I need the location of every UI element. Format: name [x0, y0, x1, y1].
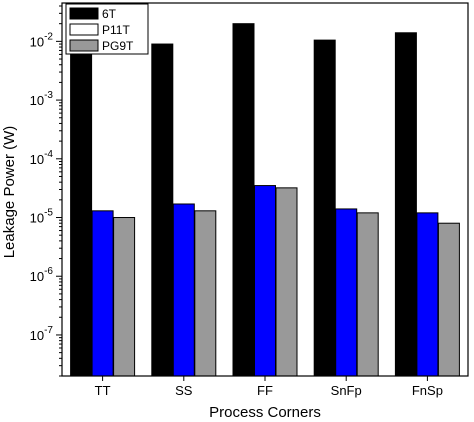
bar-pg9t-ss	[194, 210, 217, 377]
y-axis: 10-7 10-6 10-5 10-4 10-3 10-2	[30, 5, 62, 377]
bar-pg9t-fnsp	[437, 222, 460, 377]
x-tick-label-fnsp: FnSp	[412, 383, 443, 398]
y-tick-label: 10-7	[30, 325, 54, 343]
x-tick-label-snfp: SnFp	[331, 383, 362, 398]
bar-pg9t-snfp	[356, 212, 379, 377]
bar-6t-snfp	[313, 39, 336, 377]
legend: 6T P11T PG9T	[65, 3, 149, 55]
x-axis-title: Process Corners	[209, 404, 321, 421]
legend-label-pg9t: PG9T	[102, 39, 134, 53]
legend-swatch-p11t	[69, 23, 99, 36]
x-tick-label-ff: FF	[257, 383, 273, 398]
bar-6t-ff	[232, 23, 255, 377]
y-tick-label: 10-2	[30, 31, 54, 49]
y-tick-label: 10-4	[30, 149, 54, 167]
bar-6t-fnsp	[394, 32, 417, 377]
bar-pg9t-ff	[275, 187, 298, 377]
bar-p11t-ss	[172, 203, 195, 377]
bar-p11t-ff	[254, 185, 276, 377]
plot-frame	[61, 2, 469, 377]
legend-swatch-6t	[69, 7, 99, 20]
bar-6t-ss	[151, 43, 174, 377]
legend-swatch-pg9t	[69, 39, 99, 52]
x-tick-label-tt: TT	[95, 383, 111, 398]
legend-label-6t: 6T	[102, 7, 117, 21]
y-tick-label: 10-6	[30, 266, 54, 284]
x-tick-label-ss: SS	[175, 383, 193, 398]
y-tick-label: 10-5	[30, 208, 54, 226]
x-axis: TT SS FF SnFp FnSp	[95, 376, 443, 398]
bars-group	[70, 23, 460, 377]
legend-label-p11t: P11T	[102, 23, 130, 37]
bar-pg9t-tt	[113, 217, 136, 377]
bar-p11t-snfp	[335, 208, 358, 377]
bar-p11t-tt	[91, 210, 114, 377]
y-tick-label: 10-3	[30, 90, 54, 108]
bar-p11t-fnsp	[416, 212, 439, 377]
y-axis-title: Leakage Power (W)	[1, 126, 18, 259]
bar-6t-tt	[70, 35, 93, 377]
